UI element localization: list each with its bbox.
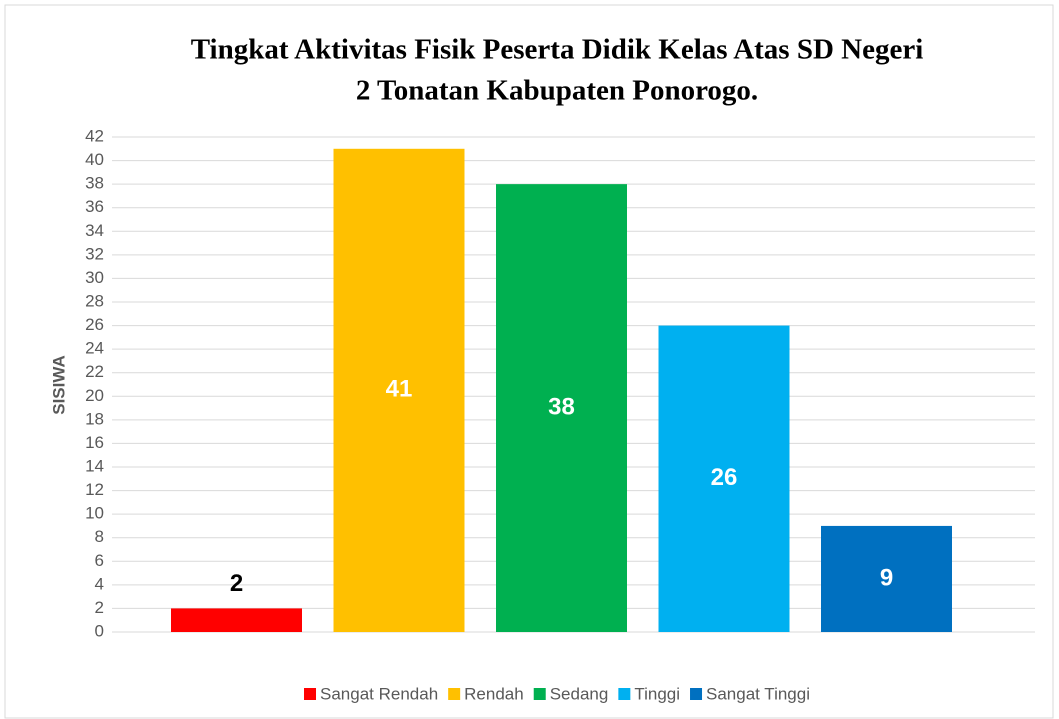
y-tick-label: 34 <box>85 221 104 240</box>
y-tick-label: 12 <box>85 480 104 499</box>
legend-label: Sangat Rendah <box>320 684 438 703</box>
y-tick-label: 18 <box>85 409 104 428</box>
bar <box>821 525 952 632</box>
y-tick-label: 32 <box>85 244 104 263</box>
legend-swatch <box>448 688 461 700</box>
legend-swatch <box>618 688 631 700</box>
y-tick-label: 42 <box>85 126 104 145</box>
bar <box>333 148 465 633</box>
bar <box>171 608 302 632</box>
y-tick-label: 26 <box>85 315 104 334</box>
legend-label: Sangat Tinggi <box>706 684 810 703</box>
y-tick-label: 14 <box>85 456 104 475</box>
legend-swatch <box>533 688 546 700</box>
data-label: 38 <box>548 393 575 420</box>
y-tick-label: 40 <box>85 150 104 169</box>
y-tick-label: 20 <box>85 386 104 405</box>
y-tick-label: 28 <box>85 291 104 310</box>
legend-swatch <box>304 688 317 700</box>
chart-title: 2 Tonatan Kabupaten Ponorogo. <box>356 75 758 107</box>
legend-label: Sedang <box>550 684 609 703</box>
y-tick-label: 6 <box>95 551 104 570</box>
y-tick-label: 24 <box>85 339 104 358</box>
y-tick-label: 4 <box>95 574 104 593</box>
legend-label: Rendah <box>464 684 524 703</box>
legend-label: Tinggi <box>634 684 680 703</box>
chart-title: Tingkat Aktivitas Fisik Peserta Didik Ke… <box>191 34 924 66</box>
y-tick-label: 36 <box>85 197 104 216</box>
legend-swatch <box>690 688 703 700</box>
data-label: 26 <box>711 464 738 491</box>
y-tick-label: 16 <box>85 433 104 452</box>
y-axis-label: SISIWA <box>49 355 68 415</box>
y-tick-label: 10 <box>85 504 104 523</box>
bar <box>658 325 790 632</box>
y-tick-label: 0 <box>95 621 104 640</box>
bar <box>496 184 627 632</box>
y-tick-label: 30 <box>85 268 104 287</box>
y-tick-label: 38 <box>85 174 104 193</box>
y-tick-label: 2 <box>95 598 104 617</box>
y-tick-label: 8 <box>95 527 104 546</box>
data-label: 41 <box>386 376 413 403</box>
data-label: 9 <box>880 564 893 591</box>
data-label: 2 <box>230 570 243 597</box>
y-tick-label: 22 <box>85 362 104 381</box>
